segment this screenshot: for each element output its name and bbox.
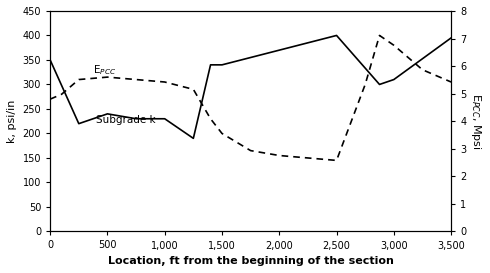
Text: Subgrade k: Subgrade k <box>96 115 156 125</box>
Text: E$_{PCC}$: E$_{PCC}$ <box>93 63 116 77</box>
Y-axis label: E$_{PCC}$, Mpsi: E$_{PCC}$, Mpsi <box>469 93 483 150</box>
X-axis label: Location, ft from the beginning of the section: Location, ft from the beginning of the s… <box>108 256 393 266</box>
Y-axis label: k, psi/in: k, psi/in <box>7 100 17 143</box>
